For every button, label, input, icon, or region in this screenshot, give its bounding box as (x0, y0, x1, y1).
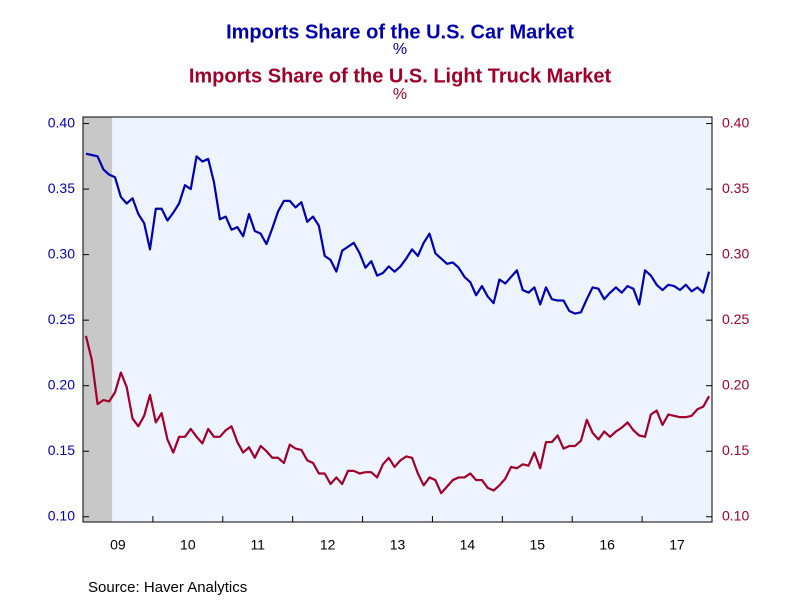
x-tick-label: 13 (390, 537, 406, 553)
plot-area (83, 117, 712, 522)
recession-shade (83, 117, 113, 522)
y-tick-label: 0.40 (48, 114, 75, 130)
y2-tick-label: 0.30 (722, 245, 749, 261)
source-note: Source: Haver Analytics (88, 579, 247, 596)
y-tick-label: 0.30 (48, 245, 75, 261)
y2-tick-label: 0.25 (722, 311, 749, 327)
x-tick-label: 09 (110, 537, 126, 553)
y2-tick-label: 0.10 (722, 507, 749, 523)
y-tick-label: 0.15 (48, 442, 75, 458)
y-tick-label: 0.35 (48, 180, 75, 196)
chart-title-2: Imports Share of the U.S. Light Truck Ma… (189, 65, 612, 87)
data-line (85, 152, 711, 315)
y-tick-label: 0.10 (48, 507, 75, 523)
x-tick-label: 14 (460, 537, 476, 553)
x-tick-label: 15 (529, 537, 545, 553)
x-tick-label: 10 (180, 537, 196, 553)
y-tick-label: 0.25 (48, 311, 75, 327)
chart-title: Imports Share of the U.S. Car Market (226, 21, 574, 43)
y2-tick-label: 0.15 (722, 442, 749, 458)
x-tick-label: 11 (250, 537, 265, 553)
chart-subtitle: % (393, 41, 407, 58)
y-tick-label: 0.20 (48, 376, 75, 392)
data-line (84, 335, 711, 495)
y2-tick-label: 0.35 (722, 180, 749, 196)
y2-tick-label: 0.20 (722, 376, 749, 392)
chart-subtitle-2: % (393, 86, 407, 103)
x-tick-label: 16 (599, 537, 615, 553)
y2-tick-label: 0.40 (722, 114, 749, 130)
x-tick-label: 12 (320, 537, 336, 553)
plot-border (82, 116, 713, 523)
x-tick-label: 17 (669, 537, 685, 553)
